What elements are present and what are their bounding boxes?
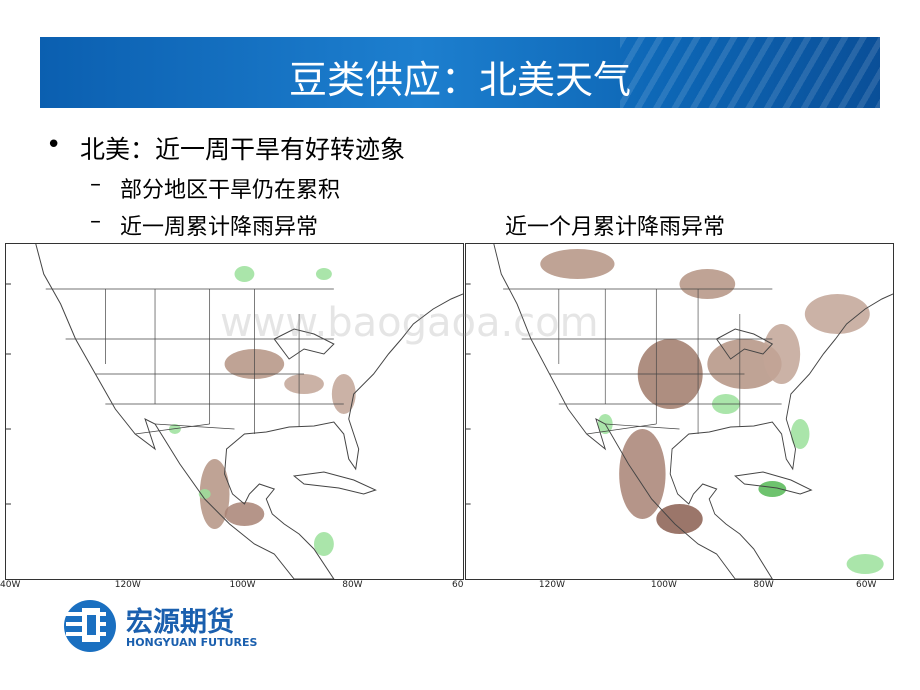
longitude-label: 100W [229,580,256,590]
rain-anomaly [198,489,211,499]
rain-anomaly [315,268,332,280]
longitude-label: 40W [0,580,21,590]
longitude-label: 80W [342,580,363,590]
border [586,423,657,435]
coastline [35,244,463,579]
rain-anomaly [619,429,666,519]
map-caption: 近一个月累计降雨异常 [505,215,726,240]
logo-english: HONGYUAN FUTURES [126,636,258,649]
rain-anomaly [234,266,255,282]
weekly-map [5,243,464,580]
rain-anomaly [679,269,736,299]
rain-anomaly [846,554,884,574]
lakes [273,328,335,360]
longitude-label: 120W [538,580,565,590]
rain-anomaly [790,419,810,449]
sub-bullet: 近一周累计降雨异常 [120,215,319,240]
logo-icon [64,600,116,652]
sub-bullet: 部分地区干旱仍在累积 [120,178,341,203]
rain-anomaly [199,459,230,529]
rain-anomaly [284,374,324,394]
rain-anomaly [656,504,703,534]
border [155,423,235,430]
logo-name: 宏源期货 [126,607,234,638]
rain-anomaly [313,532,334,556]
rain-anomaly [331,374,356,414]
dash: – [90,209,101,234]
bullet-text: 北美：近一周干旱有好转迹象 [80,135,406,164]
coastline [493,244,893,579]
longitude-label: 60 [452,580,464,590]
rain-anomaly [540,249,615,279]
bullet-dot: • [46,130,62,160]
monthly-map [465,243,894,580]
island [292,471,377,495]
border [605,423,680,430]
rain-anomaly [758,481,787,497]
rain-anomaly [224,502,265,526]
rain-anomaly [707,339,782,389]
banner-decoration [620,37,880,108]
longitude-label: 100W [650,580,677,590]
slide-title: 豆类供应：北美天气 [288,58,631,102]
lakes [715,328,774,360]
longitude-label: 120W [114,580,141,590]
watermark: www.baogaoa.com [220,300,599,346]
island [734,471,813,495]
border [135,423,210,435]
rain-anomaly [763,324,801,384]
dash: – [90,172,101,197]
longitude-label: 60W [856,580,877,590]
header-banner: 豆类供应：北美天气 [40,37,880,108]
rain-anomaly [804,294,870,334]
longitude-label: 80W [753,580,774,590]
